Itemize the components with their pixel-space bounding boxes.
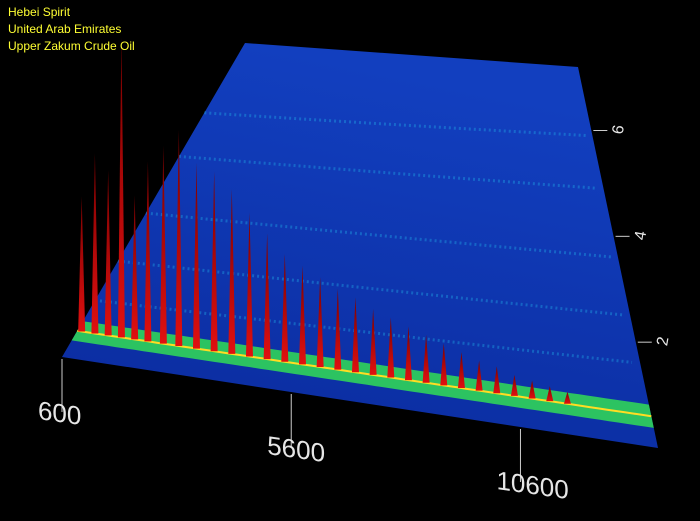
peaks [78,37,571,404]
peak [175,129,183,346]
peak [369,308,377,375]
peak [457,351,465,388]
peak [334,288,342,370]
peak [131,195,139,340]
peak [493,366,501,394]
peak [298,265,306,365]
peak [387,317,395,378]
peak [263,233,271,360]
peak [245,212,253,357]
peak [91,153,99,334]
peak [117,37,125,338]
x-tick-label: 10600 [496,465,568,505]
x-tick-label: 600 [38,395,81,431]
caption-line-1: Hebei Spirit [8,5,71,19]
peak [78,196,86,332]
peak [210,171,218,352]
secondary-band [204,111,587,137]
y-tick-label: 2 [654,335,672,347]
peak [144,161,152,342]
peak [510,374,518,396]
secondary-band [145,211,612,259]
peak [404,326,412,381]
surface-plane [62,43,658,448]
y-axis: 2 4 6 [593,124,673,347]
secondary-band [178,154,598,190]
peak [440,343,448,386]
peak [546,386,554,402]
peak [475,360,483,391]
x-tick-label: 5600 [267,430,325,468]
caption-line-2: United Arab Emirates [8,22,122,36]
main-band-core [77,329,652,418]
peak [159,145,167,344]
peak [192,162,200,349]
peak [281,253,289,362]
peak [104,170,112,336]
secondary-band [117,259,623,317]
peak [351,297,359,373]
peak [563,391,571,404]
y-tick-label: 6 [610,124,628,136]
caption-line-3: Upper Zakum Crude Oil [8,39,135,53]
peak [228,188,236,354]
peak [316,276,324,367]
peak [528,380,536,399]
peak [422,334,430,383]
secondary-band [94,298,633,364]
y-tick-label: 4 [632,230,650,242]
